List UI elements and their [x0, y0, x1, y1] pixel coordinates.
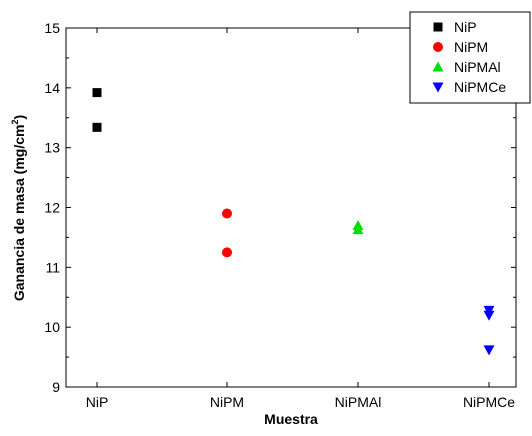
legend-label: NiPMCe — [454, 79, 506, 95]
y-tick-label: 9 — [52, 379, 60, 395]
legend-marker-nipmal — [432, 61, 444, 72]
y-tick-labels: 9 10 11 12 13 14 15 — [44, 20, 60, 395]
data-point-nip — [92, 122, 102, 132]
y-tick-label: 15 — [44, 20, 60, 36]
legend-label: NiPMAl — [454, 59, 501, 75]
x-tick-label: NiP — [86, 394, 109, 410]
x-tick-labels: NiP NiPM NiPMAl NiPMCe — [86, 394, 516, 410]
data-point-nipm — [222, 247, 232, 258]
data-points — [92, 88, 495, 356]
legend-items: NiP NiPM NiPMAl NiPMCe — [432, 19, 506, 95]
y-tick-label: 13 — [44, 140, 60, 156]
data-point-nipmce — [483, 310, 495, 321]
legend-box — [409, 11, 531, 104]
y-tick-label: 14 — [44, 80, 60, 96]
legend-marker-nipm — [433, 42, 443, 52]
legend-marker-nipmce — [432, 82, 444, 93]
legend-label: NiPM — [454, 39, 488, 55]
x-axis-title: Muestra — [264, 411, 318, 427]
x-tick-label: NiPMCe — [463, 394, 515, 410]
y-axis-title-main: Ganancia de masa (mg/cm — [11, 125, 27, 302]
data-point-nipmal — [352, 224, 364, 235]
x-tick-label: NiPM — [210, 394, 244, 410]
legend-marker-nip — [433, 22, 443, 32]
y-tick-label: 12 — [44, 200, 60, 216]
legend: NiP NiPM NiPMAl NiPMCe — [409, 11, 531, 104]
data-point-nipmce — [483, 345, 495, 356]
y-axis-title-superscript: 2 — [10, 120, 20, 125]
y-tick-label: 10 — [44, 319, 60, 335]
legend-label: NiP — [454, 19, 477, 35]
data-point-nipm — [222, 208, 232, 219]
data-point-nip — [92, 88, 102, 98]
y-axis-title-close: ) — [11, 115, 27, 120]
x-tick-label: NiPMAl — [335, 394, 382, 410]
y-tick-label: 11 — [45, 259, 60, 275]
y-axis-title: Ganancia de masa (mg/cm2) — [10, 115, 27, 301]
